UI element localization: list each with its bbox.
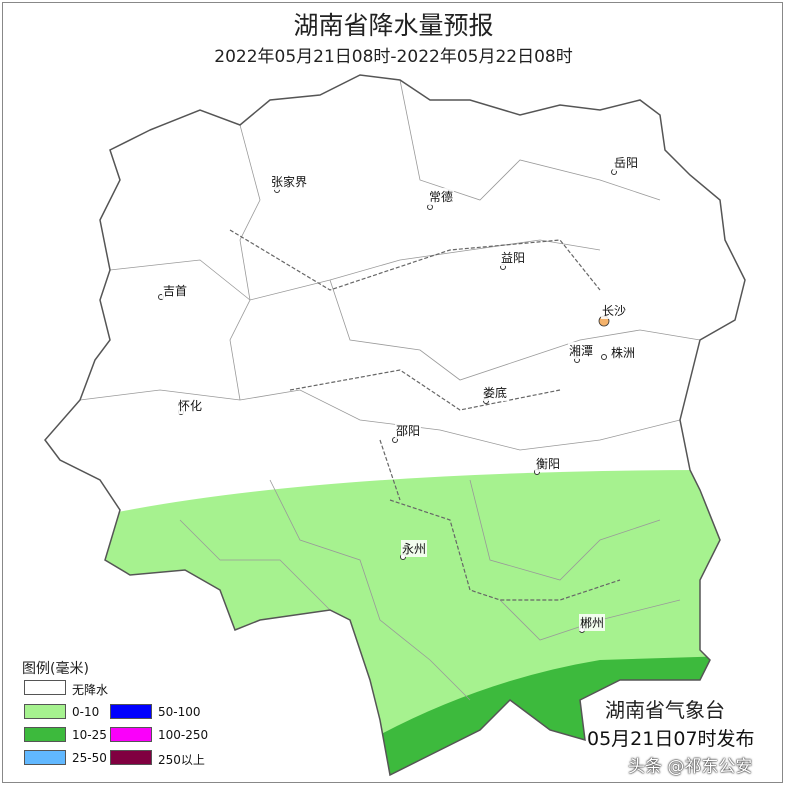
city-label: 娄底 [482, 384, 509, 401]
legend: 图例(毫米) 无降水 0-10 10-25 25-50 50-100 100-250 250… [10, 650, 260, 782]
legend-label: 10-25 [72, 728, 107, 742]
legend-label: 0-10 [72, 705, 100, 719]
issue-time: 05月21日07时发布 [587, 728, 755, 750]
map-title: 湖南省降水量预报 [293, 11, 494, 40]
legend-swatch [110, 750, 152, 765]
city-label: 长沙 [601, 302, 628, 319]
city-label: 岳阳 [613, 154, 640, 171]
legend-label: 100-250 [158, 728, 209, 742]
watermark: 头条 @祁东公安 [628, 757, 753, 777]
legend-swatch [110, 704, 152, 719]
legend-label: 250以上 [158, 753, 205, 767]
legend-swatch [24, 727, 66, 742]
city-label: 株洲 [610, 344, 637, 361]
city-boundaries [229, 229, 621, 601]
legend-swatch [110, 727, 152, 742]
province-outline [44, 74, 746, 777]
city-label: 邵阳 [395, 422, 422, 439]
legend-label: 25-50 [72, 751, 107, 765]
city-label: 张家界 [270, 173, 309, 190]
city-label: 吉首 [162, 282, 189, 299]
legend-swatch [24, 704, 66, 719]
city-marker-icon [601, 354, 607, 360]
city-label: 怀化 [177, 397, 204, 414]
city-label: 益阳 [500, 249, 527, 266]
county-boundaries [79, 79, 701, 701]
city-label: 湘潭 [568, 342, 595, 359]
legend-label: 无降水 [72, 683, 109, 697]
city-label: 常德 [428, 188, 455, 205]
city-label: 永州 [401, 540, 428, 557]
city-label: 郴州 [579, 614, 606, 631]
legend-label: 50-100 [158, 705, 201, 719]
legend-swatch [24, 750, 66, 765]
legend-swatch [24, 680, 66, 695]
city-label: 衡阳 [535, 455, 562, 472]
map-subtitle: 2022年05月21日08时-2022年05月22日08时 [214, 47, 573, 67]
legend-title: 图例(毫米) [22, 661, 89, 677]
agency-name: 湖南省气象台 [605, 698, 725, 722]
city-marker-icon [427, 204, 433, 210]
